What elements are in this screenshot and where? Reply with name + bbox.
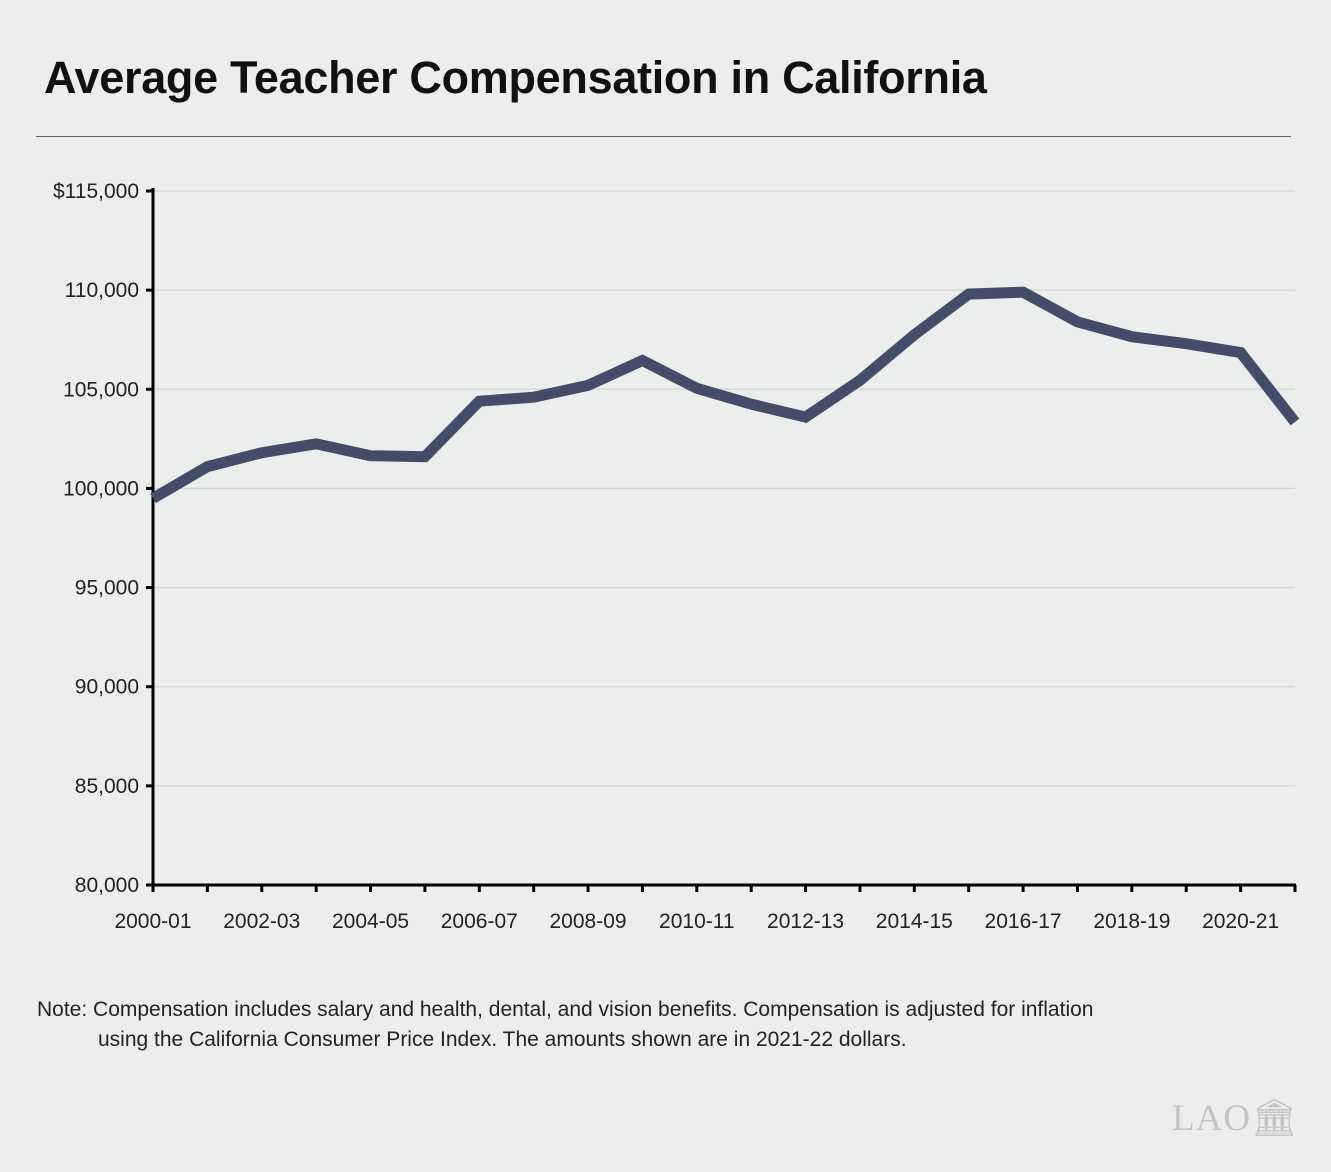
x-tick-label: 2002-03 <box>223 910 300 933</box>
y-tick-label: 85,000 <box>75 775 139 798</box>
y-tick-label: 100,000 <box>63 477 139 500</box>
chart-note: Note: Compensation includes salary and h… <box>37 995 1093 1055</box>
y-tick-label: 105,000 <box>63 378 139 401</box>
y-tick-label: 110,000 <box>65 279 139 302</box>
x-tick-label: 2008-09 <box>550 910 627 933</box>
chart-title: Average Teacher Compensation in Californ… <box>44 52 987 103</box>
x-tick-label: 2000-01 <box>114 910 191 933</box>
y-tick-label: 95,000 <box>75 577 139 600</box>
series-line <box>150 286 1300 504</box>
y-tick-label: 90,000 <box>75 676 139 699</box>
x-tick-label: 2004-05 <box>332 910 409 933</box>
x-tick-label: 2020-21 <box>1202 910 1279 933</box>
y-tick-label: 80,000 <box>75 874 139 897</box>
note-line-1: Note: Compensation includes salary and h… <box>37 998 1094 1021</box>
x-tick-label: 2014-15 <box>876 910 953 933</box>
x-tick-label: 2016-17 <box>985 910 1062 933</box>
note-line-2: using the California Consumer Price Inde… <box>98 1028 907 1051</box>
x-tick-label: 2018-19 <box>1093 910 1170 933</box>
title-divider <box>36 136 1291 137</box>
lao-logo: LAO🏛 <box>1172 1098 1300 1139</box>
x-tick-label: 2006-07 <box>441 910 518 933</box>
x-tick-label: 2012-13 <box>767 910 844 933</box>
x-tick-label: 2010-11 <box>659 910 735 933</box>
y-tick-label: $115,000 <box>53 180 139 203</box>
line-chart: 80,000 85,000 90,000 95,000 100,000 105,000 11… <box>53 180 1300 933</box>
